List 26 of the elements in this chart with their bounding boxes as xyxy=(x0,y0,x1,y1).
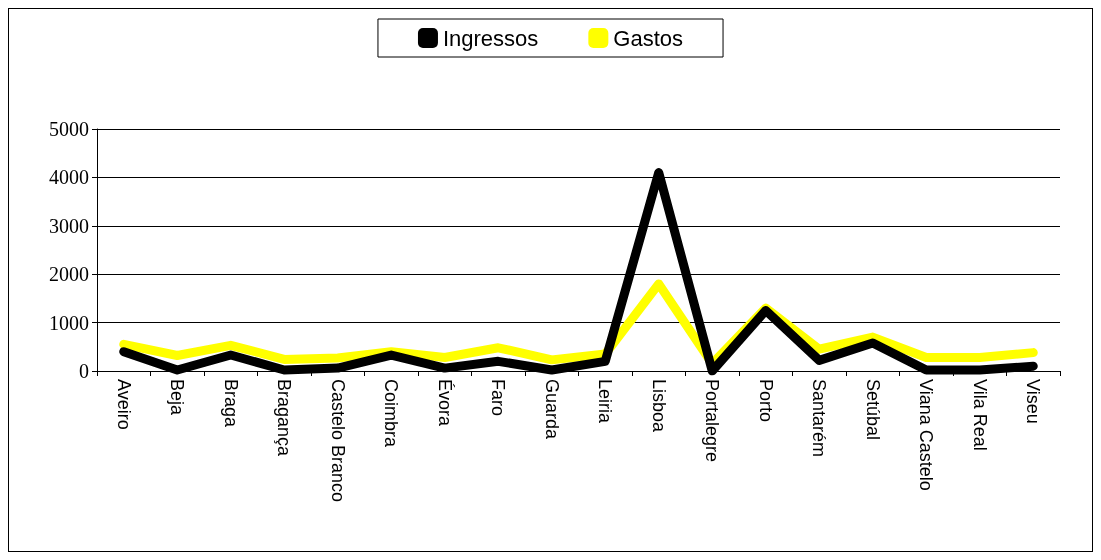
x-tick-label: Castelo Branco xyxy=(327,379,348,503)
x-tick-label: Bragança xyxy=(274,379,295,458)
x-tick-label: Braga xyxy=(220,379,241,429)
y-tick-label: 3000 xyxy=(49,214,89,237)
x-tick-label: Aveiro xyxy=(113,379,134,430)
x-tick-label: Faro xyxy=(488,379,509,417)
x-tick-label: Beja xyxy=(167,379,188,417)
x-tick-label: Setúbal xyxy=(862,379,883,441)
x-tick-label: Guarda xyxy=(541,379,562,441)
y-tick-label: 1000 xyxy=(49,311,89,334)
legend-label: Gastos xyxy=(613,25,684,51)
y-tick-label: 5000 xyxy=(49,118,89,140)
legend-label: Ingressos xyxy=(442,25,539,51)
y-tick-label: 0 xyxy=(79,360,89,382)
y-tick-label: 2000 xyxy=(49,263,89,286)
x-tick-label: Leiria xyxy=(595,379,616,425)
x-tick-label: Viana Castelo xyxy=(916,379,937,491)
x-tick-label: Évora xyxy=(434,379,455,428)
x-tick-label: Porto xyxy=(755,379,776,423)
x-tick-label: Viseu xyxy=(1023,379,1044,424)
x-tick-label: Vila Real xyxy=(969,379,990,451)
y-tick-label: 4000 xyxy=(49,166,89,189)
x-tick-label: Lisboa xyxy=(648,379,669,434)
x-tick-label: Santarém xyxy=(809,379,830,458)
x-tick-label: Portalegre xyxy=(702,379,723,463)
x-tick-label: Coimbra xyxy=(381,379,402,449)
